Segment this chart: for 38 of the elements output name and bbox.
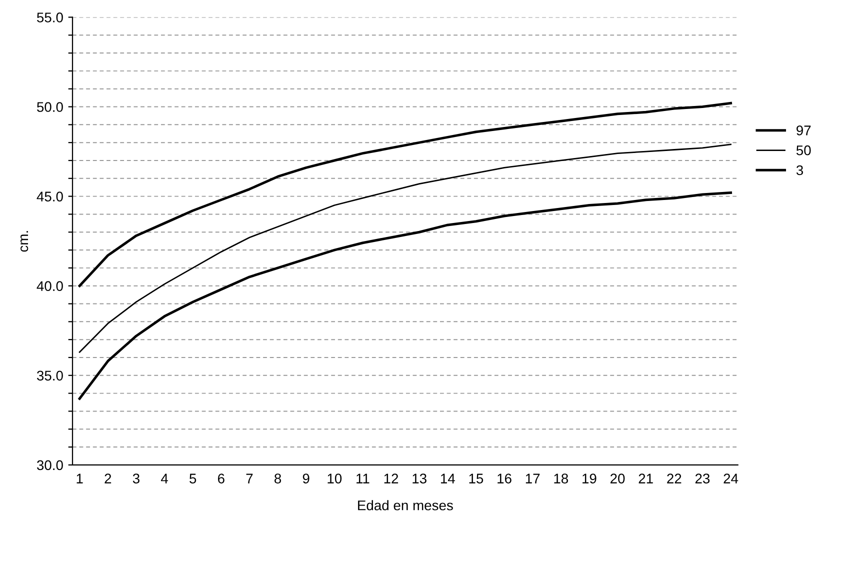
x-tick-label: 2 <box>104 474 112 484</box>
x-tick-label: 21 <box>638 474 653 484</box>
x-tick-label: 18 <box>554 474 568 484</box>
line-series <box>78 102 732 288</box>
y-axis-title: cm. <box>20 231 28 252</box>
x-tick-label: 24 <box>724 474 738 484</box>
legend-label: 3 <box>796 165 803 176</box>
x-tick-label: 17 <box>526 474 540 484</box>
x-tick-label: 22 <box>667 474 682 484</box>
line-series <box>78 191 732 400</box>
x-tick-label: 6 <box>218 474 224 484</box>
x-tick-label: 8 <box>274 474 282 484</box>
legend-label: 97 <box>796 126 811 136</box>
x-tick-label: 12 <box>384 474 398 484</box>
x-tick-label: 7 <box>246 474 253 484</box>
x-tick-label: 3 <box>132 474 140 484</box>
x-tick-label: 23 <box>695 474 710 484</box>
y-tick-label: 30.0 <box>36 460 63 470</box>
line-series <box>78 144 732 353</box>
y-tick-label: 35.0 <box>36 370 63 381</box>
x-tick-label: 15 <box>469 474 484 484</box>
x-tick-label: 1 <box>76 474 83 484</box>
y-tick-label: 55.0 <box>37 12 63 22</box>
x-tick-label: 9 <box>302 474 310 484</box>
x-tick-label: 4 <box>160 474 168 484</box>
x-tick-label: 13 <box>412 474 426 484</box>
x-tick-label: 19 <box>582 474 596 484</box>
y-tick-label: 50.0 <box>37 102 63 112</box>
x-tick-label: 5 <box>190 474 196 484</box>
x-tick-label: 10 <box>328 474 342 484</box>
legend-label: 50 <box>796 145 811 156</box>
x-axis-title: Edad en meses <box>358 500 453 510</box>
x-tick-label: 20 <box>610 474 625 484</box>
x-tick-label: 16 <box>498 474 512 484</box>
y-tick-label: 40.0 <box>36 281 63 292</box>
y-tick-label: 45.0 <box>36 192 63 202</box>
x-tick-label: 11 <box>356 474 370 484</box>
x-tick-label: 14 <box>440 474 455 484</box>
